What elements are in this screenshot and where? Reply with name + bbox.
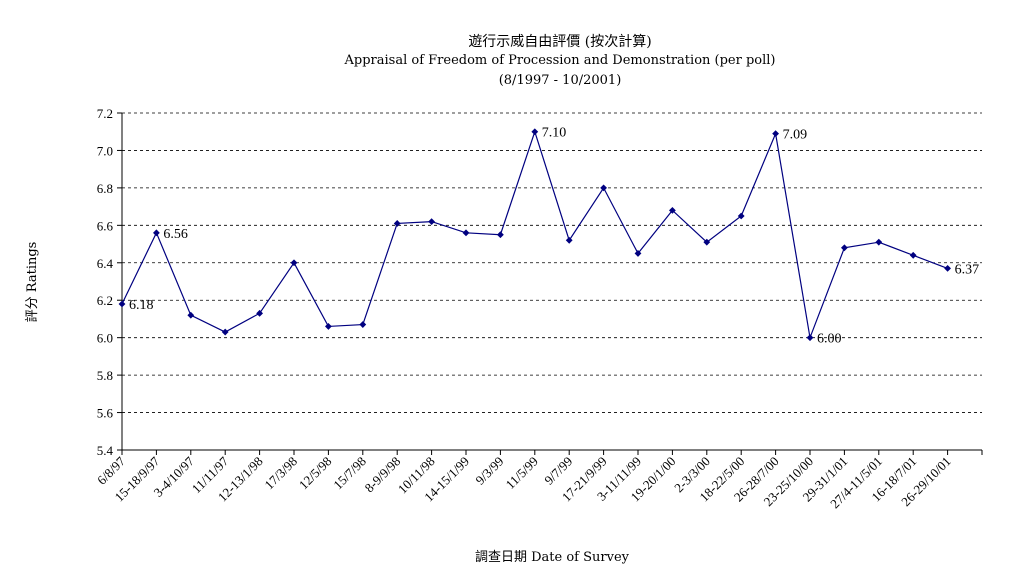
data-point — [497, 231, 504, 239]
x-tick-label: 17/3/98 — [261, 454, 300, 493]
data-point — [772, 130, 779, 137]
data-point — [703, 238, 711, 246]
y-tick-labels: 7.2 7.0 6.8 6.6 6.4 6.2 6.0 5.8 5.6 5.4 — [97, 106, 114, 458]
data-point — [737, 212, 745, 220]
data-point — [221, 328, 229, 336]
data-point — [118, 300, 126, 308]
data-point — [531, 128, 539, 136]
x-tick-labels: 6/8/9715-18/9/973-4/10/9711/11/9712-13/1… — [94, 453, 954, 511]
y-axis-label: 評分 Ratings — [25, 242, 40, 323]
y-tick-label: 5.4 — [97, 443, 114, 458]
data-point — [187, 311, 195, 319]
data-point — [909, 251, 917, 259]
data-point — [325, 323, 332, 330]
data-point — [290, 259, 298, 267]
data-point — [393, 220, 401, 227]
data-point — [462, 229, 470, 237]
y-tick-label: 6.4 — [97, 256, 114, 271]
data-point — [565, 236, 573, 244]
data-point — [875, 238, 883, 246]
series-line — [121, 129, 948, 340]
y-tick-label: 7.0 — [97, 143, 113, 158]
chart-subtitle: Appraisal of Freedom of Procession and D… — [344, 53, 776, 68]
series-ratings — [118, 128, 951, 342]
x-tick-label: 9/3/99 — [472, 454, 506, 488]
data-label: 6.00 — [817, 332, 842, 347]
y-tick-label: 6.2 — [97, 293, 113, 308]
data-point — [256, 309, 263, 317]
data-point — [359, 321, 367, 328]
data-label: 7.09 — [783, 128, 808, 143]
chart-period: (8/1997 - 10/2001) — [499, 73, 622, 88]
x-tick-label: 11/5/99 — [503, 454, 541, 492]
x-tick-label: 12/5/98 — [296, 454, 335, 493]
gridlines — [122, 112, 982, 413]
y-tick-label: 6.8 — [97, 181, 113, 196]
y-tick-label: 6.6 — [97, 218, 114, 233]
data-label: 6.18 — [129, 298, 154, 313]
data-labels: 6.18 6.56 7.10 7.09 6.00 6.37 — [129, 126, 979, 347]
data-point — [669, 206, 676, 214]
data-point — [600, 184, 607, 192]
data-point — [806, 334, 814, 342]
y-tick-label: 5.6 — [97, 406, 114, 421]
chart-title: 遊行示威自由評價 (按次計算) — [468, 33, 651, 50]
data-point — [153, 229, 160, 237]
data-point — [841, 244, 848, 252]
y-tick-label: 7.2 — [97, 106, 113, 121]
data-point — [944, 264, 951, 272]
data-label: 7.10 — [542, 126, 567, 141]
data-label: 6.37 — [955, 262, 980, 277]
axes — [117, 112, 983, 455]
x-axis-label: 調查日期 Date of Survey — [475, 550, 630, 565]
y-tick-label: 5.8 — [97, 368, 113, 383]
data-point — [428, 218, 435, 225]
y-tick-label: 6.0 — [97, 331, 113, 346]
data-point — [634, 250, 642, 257]
data-label: 6.56 — [163, 227, 188, 242]
